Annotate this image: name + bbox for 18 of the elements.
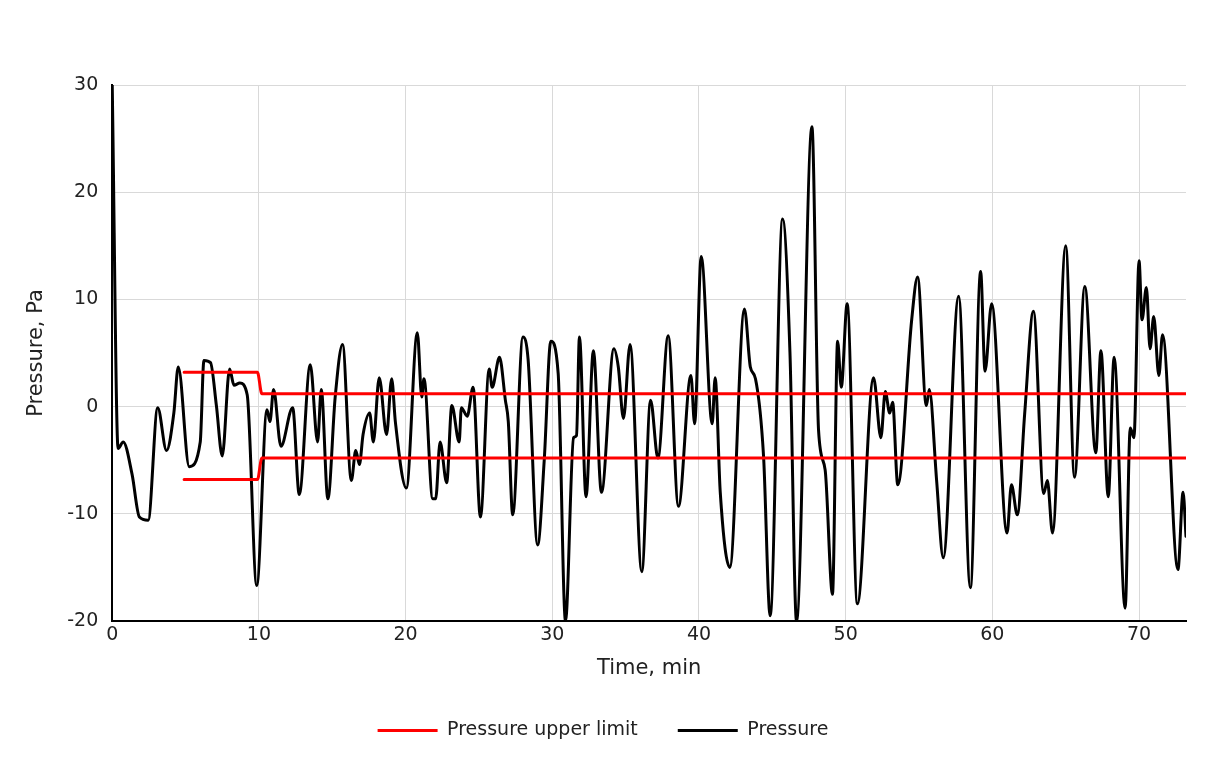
x-tick-label: 50 [833,622,858,645]
x-tick-label: 0 [106,622,119,645]
y-tick-label: 0 [86,393,99,416]
y-tick-label: -20 [67,607,99,630]
y-axis-title: Pressure, Pa [23,289,48,417]
x-tick-label: 60 [980,622,1005,645]
y-tick-label: -10 [67,500,99,523]
y-tick-label: 30 [74,71,99,94]
x-tick-label: 10 [246,622,272,645]
y-tick-label: 10 [74,286,99,309]
x-tick-label: 70 [1126,622,1152,645]
x-tick-label: 20 [393,622,418,645]
legend-label: Pressure upper limit [447,717,638,740]
y-tick-label: 20 [74,179,99,202]
legend-label: Pressure [747,717,829,740]
x-axis-title: Time, min [595,654,702,679]
x-tick-label: 30 [540,622,565,645]
x-tick-label: 40 [686,622,712,645]
